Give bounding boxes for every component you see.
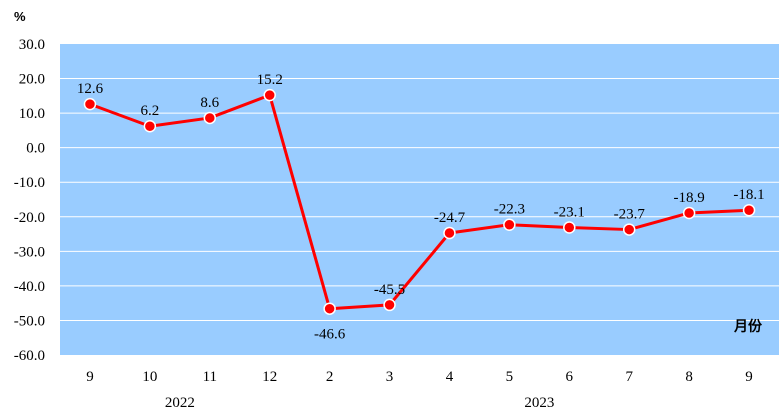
y-tick-label: -40.0 [14, 279, 45, 295]
data-point [203, 111, 217, 125]
y-tick-label: 0.0 [26, 141, 45, 157]
data-point [383, 298, 396, 312]
data-label: -18.1 [733, 187, 764, 203]
x-tick-label: 9 [745, 369, 753, 385]
data-label: -23.1 [554, 204, 585, 220]
data-label: -18.9 [674, 190, 705, 206]
x-tick-label: 8 [685, 369, 693, 385]
data-point [323, 302, 336, 315]
data-points [83, 88, 756, 315]
data-point [263, 88, 276, 102]
y-axis-unit: % [14, 9, 26, 24]
plot-area [60, 44, 779, 355]
series-line [89, 93, 750, 311]
x-axis-unit: 月份 [733, 318, 763, 335]
data-point [742, 203, 756, 217]
year-label: 2023 [524, 395, 554, 410]
x-tick-label: 5 [506, 369, 514, 385]
y-tick-label: -50.0 [14, 313, 45, 329]
x-tick-label: 12 [262, 369, 277, 385]
x-tick-label: 9 [86, 369, 94, 385]
x-tick-label: 3 [386, 369, 394, 385]
y-tick-label: -10.0 [14, 175, 45, 191]
x-tick-label: 4 [446, 369, 454, 385]
data-label: -22.3 [494, 202, 525, 218]
x-tick-label: 10 [142, 369, 157, 385]
year-label: 2022 [165, 395, 195, 410]
data-label: -23.7 [614, 207, 646, 223]
data-point [622, 223, 636, 236]
data-label: 8.6 [200, 95, 219, 111]
x-tick-label: 7 [625, 369, 633, 385]
data-label: 12.6 [77, 81, 104, 97]
data-label: -45.5 [374, 282, 405, 298]
x-tick-label: 11 [203, 369, 217, 385]
x-tick-label: 2 [326, 369, 334, 385]
y-tick-label: 20.0 [19, 72, 45, 88]
y-axis-ticks: 30.0 20.0 10.0 0.0 -10.0 -20.0 -30.0 -40.0 -50.0… [14, 37, 45, 364]
data-label: -46.6 [314, 327, 346, 343]
data-point [143, 119, 157, 133]
data-point [83, 97, 97, 111]
gridlines [60, 78, 779, 321]
y-tick-label: -60.0 [14, 348, 45, 364]
y-tick-label: 30.0 [19, 37, 45, 53]
x-tick-label: 6 [566, 369, 574, 385]
data-label: -24.7 [434, 210, 466, 226]
data-point [503, 218, 516, 231]
data-point [682, 206, 696, 220]
x-axis-ticks: 9 10 11 12 2 3 4 5 6 7 8 9 [86, 369, 753, 385]
year-labels: 2022 2023 [165, 395, 554, 410]
data-point [443, 226, 456, 240]
y-tick-label: -30.0 [14, 244, 45, 260]
data-label: 6.2 [141, 103, 160, 119]
data-label: 15.2 [257, 72, 283, 88]
data-labels: 12.6 6.2 8.6 15.2 -46.6 -45.5 -24.7 -22.3 -23.1 -… [77, 72, 765, 343]
data-point [563, 221, 576, 234]
y-tick-label: 10.0 [19, 106, 45, 122]
y-tick-label: -20.0 [14, 210, 45, 226]
